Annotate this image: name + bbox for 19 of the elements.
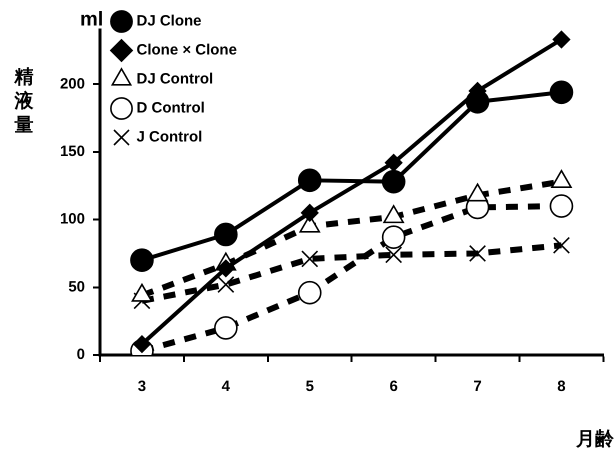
x-axis-title: 月齢 — [575, 429, 615, 450]
x-tick-label: 3 — [138, 378, 146, 396]
y-tick-label: 150 — [60, 143, 85, 160]
y-tick-label: 50 — [68, 278, 85, 296]
x-tick-label: 7 — [473, 378, 482, 396]
legend-label: J Control — [136, 128, 202, 146]
y-axis-title: 精液量 — [14, 67, 34, 136]
x-tick-label: 6 — [389, 378, 398, 396]
legend-label: DJ Clone — [136, 12, 202, 30]
y-tick-label: 0 — [76, 346, 85, 364]
legend-label: Clone × Clone — [136, 42, 237, 59]
y-tick-label: 200 — [60, 75, 85, 92]
legend-label: DJ Control — [136, 70, 214, 88]
legend-label: D Control — [136, 100, 205, 117]
x-tick-label: 4 — [222, 378, 231, 396]
annotation: ml — [80, 8, 104, 31]
y-tick-label: 100 — [60, 210, 85, 228]
x-tick-label: 8 — [557, 378, 566, 396]
x-tick-label: 5 — [306, 378, 314, 396]
